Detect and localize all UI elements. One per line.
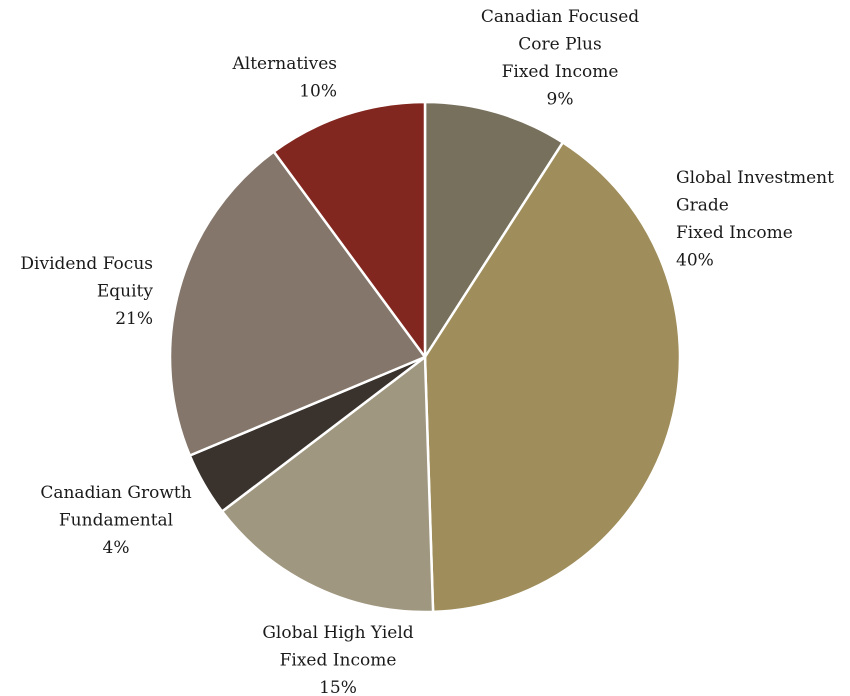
slice-label-0: Canadian Focused Core Plus Fixed Income 9% bbox=[481, 7, 639, 110]
pie-slice-0 bbox=[423, 100, 565, 359]
slice-label-5: Alternatives 10% bbox=[232, 54, 337, 102]
slice-label-3: Canadian Growth Fundamental 4% bbox=[40, 483, 191, 558]
slice-value-label: 4% bbox=[103, 538, 130, 558]
pie-slice-1 bbox=[423, 141, 682, 614]
slice-label-4: Dividend Focus Equity 21% bbox=[20, 254, 153, 329]
slice-name-line: Global Investment bbox=[676, 168, 834, 188]
pie-slice-2 bbox=[220, 355, 435, 614]
slice-name-line: Fixed Income bbox=[502, 62, 619, 82]
slice-name-line: Canadian Growth bbox=[40, 483, 191, 503]
slice-name-line: Grade bbox=[676, 196, 729, 216]
slice-label-1: Global Investment Grade Fixed Income 40% bbox=[676, 168, 834, 271]
slice-name-line: Global High Yield bbox=[262, 623, 413, 643]
slice-value-label: 9% bbox=[547, 90, 574, 110]
slice-name-line: Core Plus bbox=[518, 35, 601, 55]
slice-value-label: 15% bbox=[319, 678, 357, 696]
slice-value-label: 10% bbox=[299, 82, 337, 102]
pie-slices bbox=[168, 100, 682, 614]
slice-name-line: Equity bbox=[97, 282, 154, 302]
slice-label-2: Global High Yield Fixed Income 15% bbox=[262, 623, 413, 696]
slice-name-line: Fixed Income bbox=[676, 223, 793, 243]
slice-name-line: Canadian Focused bbox=[481, 7, 639, 27]
pie-slice-4 bbox=[168, 150, 427, 457]
slice-value-label: 40% bbox=[676, 251, 714, 271]
pie-slice-5 bbox=[272, 100, 427, 359]
slice-name-line: Fixed Income bbox=[280, 651, 397, 671]
slice-value-label: 21% bbox=[115, 309, 153, 329]
pie-labels: Canadian Focused Core Plus Fixed Income 9% G… bbox=[20, 7, 834, 696]
slice-name-line: Fundamental bbox=[59, 511, 173, 531]
slice-name-line: Dividend Focus bbox=[20, 254, 153, 274]
slice-name-line: Alternatives bbox=[232, 54, 337, 74]
